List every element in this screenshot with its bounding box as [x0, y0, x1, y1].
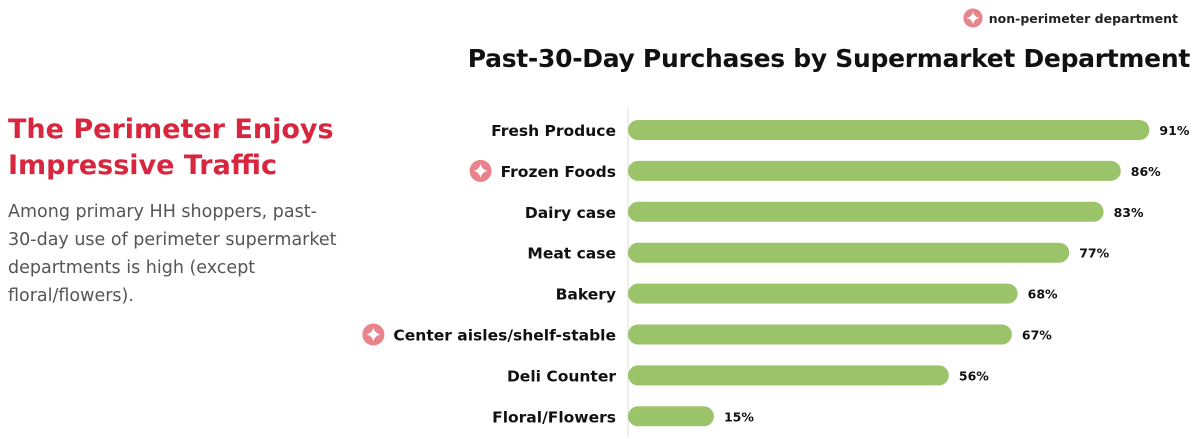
bar-4 [628, 283, 1018, 304]
category-label-3: Meat case [527, 245, 616, 263]
value-label-1: 86% [1131, 164, 1161, 179]
value-label-3: 77% [1079, 246, 1109, 261]
value-label-0: 91% [1159, 123, 1189, 138]
category-label-0: Fresh Produce [491, 122, 616, 140]
value-label-4: 68% [1028, 287, 1058, 302]
sparkle-badge-icon [963, 8, 983, 28]
panel-headline: The Perimeter Enjoys Impressive Traffic [8, 114, 334, 181]
value-label-6: 56% [959, 368, 989, 383]
bar-5 [628, 324, 1012, 345]
category-label-7: Floral/Flowers [492, 408, 616, 426]
value-label-7: 15% [724, 409, 754, 424]
legend-label: non-perimeter department [988, 10, 1178, 26]
non-perimeter-badge-icon [362, 323, 385, 346]
category-label-4: Bakery [556, 286, 616, 304]
chart-title: Past-30-Day Purchases by Supermarket Dep… [467, 44, 1191, 73]
bar-1 [628, 160, 1121, 181]
bar-7 [628, 406, 714, 427]
category-label-5: Center aisles/shelf-stable [393, 327, 616, 345]
non-perimeter-badge-icon [469, 159, 492, 182]
bar-6 [628, 365, 949, 386]
bar-0 [628, 120, 1150, 140]
panel-body-text: Among primary HH shoppers, past-30-day u… [8, 202, 337, 306]
intro-panel: The Perimeter Enjoys Impressive Traffic … [8, 112, 338, 310]
category-label-1: Frozen Foods [501, 163, 616, 181]
chart-legend: non-perimeter department [963, 8, 1178, 28]
value-label-5: 67% [1022, 328, 1052, 343]
category-label-6: Deli Counter [507, 367, 616, 385]
value-label-2: 83% [1114, 205, 1144, 220]
bar-3 [628, 242, 1070, 263]
bar-2 [628, 201, 1104, 222]
category-label-2: Dairy case [525, 204, 616, 222]
